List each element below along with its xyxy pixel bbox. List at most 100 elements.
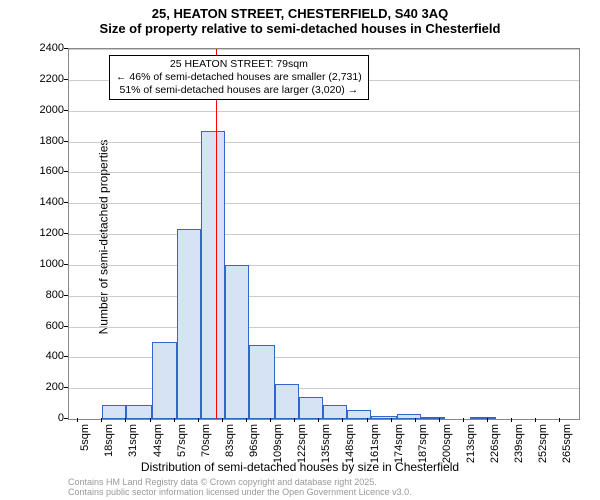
x-tick-label: 57sqm bbox=[176, 424, 188, 464]
footer: Contains HM Land Registry data © Crown c… bbox=[68, 478, 412, 498]
x-tick-label: 109sqm bbox=[272, 424, 284, 464]
y-tick-mark bbox=[64, 233, 68, 234]
x-tick-label: 239sqm bbox=[513, 424, 525, 464]
y-tick-label: 1000 bbox=[4, 258, 64, 270]
x-tick-label: 148sqm bbox=[344, 424, 356, 464]
x-tick-label: 122sqm bbox=[296, 424, 308, 464]
x-tick-mark bbox=[246, 418, 247, 422]
x-tick-mark bbox=[174, 418, 175, 422]
x-tick-label: 83sqm bbox=[224, 424, 236, 464]
y-tick-label: 1400 bbox=[4, 196, 64, 208]
gridline bbox=[69, 357, 579, 358]
x-tick-label: 187sqm bbox=[417, 424, 429, 464]
x-tick-mark bbox=[391, 418, 392, 422]
histogram-bar bbox=[347, 410, 371, 419]
y-tick-label: 600 bbox=[4, 320, 64, 332]
x-axis-label: Distribution of semi-detached houses by … bbox=[0, 460, 600, 474]
histogram-bar bbox=[397, 414, 421, 419]
footer-line2: Contains public sector information licen… bbox=[68, 488, 412, 498]
y-tick-label: 2400 bbox=[4, 42, 64, 54]
histogram-bar bbox=[152, 342, 176, 419]
x-tick-mark bbox=[222, 418, 223, 422]
gridline bbox=[69, 296, 579, 297]
x-tick-mark bbox=[270, 418, 271, 422]
x-tick-mark bbox=[318, 418, 319, 422]
x-tick-mark bbox=[150, 418, 151, 422]
y-tick-mark bbox=[64, 48, 68, 49]
x-tick-label: 265sqm bbox=[561, 424, 573, 464]
gridline bbox=[69, 203, 579, 204]
chart-subtitle: Size of property relative to semi-detach… bbox=[0, 21, 600, 40]
gridline bbox=[69, 49, 579, 50]
x-tick-label: 200sqm bbox=[441, 424, 453, 464]
y-tick-label: 800 bbox=[4, 289, 64, 301]
y-tick-mark bbox=[64, 418, 68, 419]
y-tick-label: 200 bbox=[4, 381, 64, 393]
gridline bbox=[69, 265, 579, 266]
plot-area: 25 HEATON STREET: 79sqm ← 46% of semi-de… bbox=[68, 48, 580, 420]
x-tick-label: 31sqm bbox=[127, 424, 139, 464]
y-tick-mark bbox=[64, 264, 68, 265]
x-tick-label: 174sqm bbox=[393, 424, 405, 464]
y-tick-mark bbox=[64, 326, 68, 327]
x-tick-mark bbox=[125, 418, 126, 422]
x-tick-label: 161sqm bbox=[369, 424, 381, 464]
y-tick-mark bbox=[64, 295, 68, 296]
x-tick-label: 70sqm bbox=[200, 424, 212, 464]
annotation-line1: 25 HEATON STREET: 79sqm bbox=[116, 58, 362, 71]
histogram-bar bbox=[323, 405, 347, 419]
y-tick-label: 2200 bbox=[4, 73, 64, 85]
x-tick-mark bbox=[487, 418, 488, 422]
marker-line bbox=[216, 49, 217, 419]
x-tick-label: 213sqm bbox=[465, 424, 477, 464]
x-tick-mark bbox=[101, 418, 102, 422]
x-tick-label: 96sqm bbox=[248, 424, 260, 464]
histogram-bar bbox=[177, 229, 201, 419]
chart-title: 25, HEATON STREET, CHESTERFIELD, S40 3AQ bbox=[0, 0, 600, 21]
histogram-bar bbox=[201, 131, 225, 419]
x-tick-mark bbox=[198, 418, 199, 422]
x-tick-label: 135sqm bbox=[320, 424, 332, 464]
chart-container: 25, HEATON STREET, CHESTERFIELD, S40 3AQ… bbox=[0, 0, 600, 500]
y-tick-label: 1800 bbox=[4, 135, 64, 147]
annotation-line3: 51% of semi-detached houses are larger (… bbox=[116, 84, 362, 97]
histogram-bar bbox=[249, 345, 275, 419]
y-tick-label: 0 bbox=[4, 412, 64, 424]
x-tick-label: 252sqm bbox=[537, 424, 549, 464]
x-tick-mark bbox=[559, 418, 560, 422]
x-tick-mark bbox=[535, 418, 536, 422]
gridline bbox=[69, 172, 579, 173]
histogram-bar bbox=[421, 417, 445, 419]
x-tick-mark bbox=[463, 418, 464, 422]
y-tick-mark bbox=[64, 171, 68, 172]
histogram-bar bbox=[299, 397, 323, 419]
y-tick-mark bbox=[64, 141, 68, 142]
x-tick-mark bbox=[415, 418, 416, 422]
x-tick-label: 5sqm bbox=[79, 424, 91, 464]
gridline bbox=[69, 142, 579, 143]
x-tick-label: 226sqm bbox=[489, 424, 501, 464]
gridline bbox=[69, 327, 579, 328]
x-tick-mark bbox=[511, 418, 512, 422]
histogram-bar bbox=[470, 417, 496, 419]
y-tick-label: 2000 bbox=[4, 104, 64, 116]
x-tick-label: 44sqm bbox=[152, 424, 164, 464]
y-tick-mark bbox=[64, 356, 68, 357]
histogram-bar bbox=[225, 265, 249, 419]
y-tick-mark bbox=[64, 79, 68, 80]
x-tick-label: 18sqm bbox=[103, 424, 115, 464]
gridline bbox=[69, 388, 579, 389]
x-tick-mark bbox=[342, 418, 343, 422]
x-tick-mark bbox=[439, 418, 440, 422]
histogram-bar bbox=[102, 405, 126, 419]
x-tick-mark bbox=[367, 418, 368, 422]
annotation-box: 25 HEATON STREET: 79sqm ← 46% of semi-de… bbox=[109, 55, 369, 100]
x-tick-mark bbox=[77, 418, 78, 422]
gridline bbox=[69, 234, 579, 235]
x-tick-mark bbox=[294, 418, 295, 422]
histogram-bar bbox=[371, 416, 397, 419]
y-tick-label: 1600 bbox=[4, 165, 64, 177]
histogram-bar bbox=[275, 384, 299, 419]
y-tick-label: 1200 bbox=[4, 227, 64, 239]
y-tick-mark bbox=[64, 387, 68, 388]
